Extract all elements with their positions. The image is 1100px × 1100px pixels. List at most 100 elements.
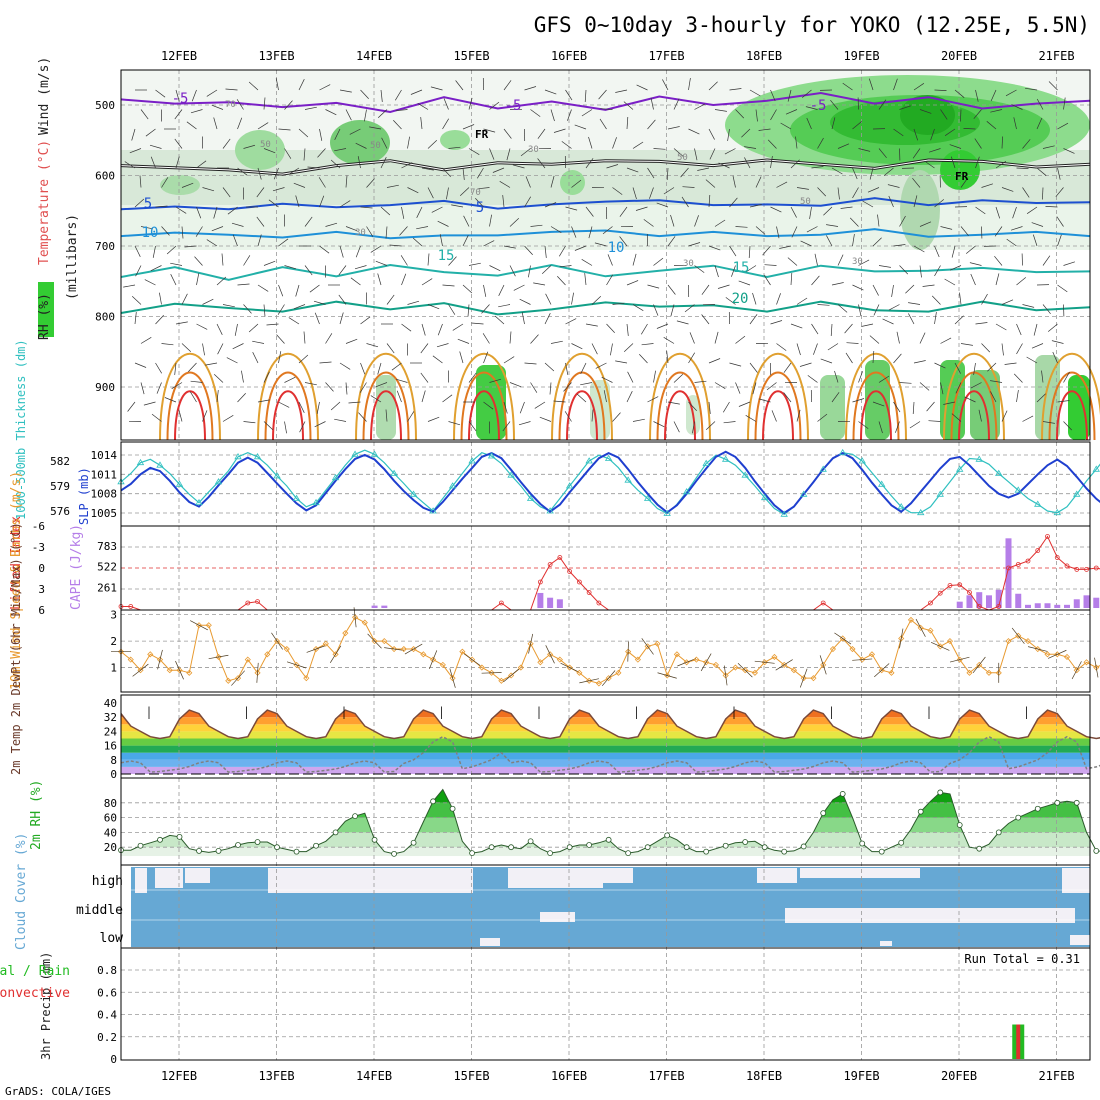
wind-speed-marker xyxy=(673,651,680,658)
wind-barb xyxy=(844,323,853,334)
surface-wind-barb xyxy=(175,660,184,680)
wind-barb xyxy=(1026,206,1038,214)
wind-speed-marker xyxy=(1044,651,1051,658)
thickness-marker xyxy=(351,450,359,457)
wind-barb xyxy=(852,121,863,130)
wind-barb xyxy=(211,226,224,232)
wind-barb xyxy=(714,331,719,344)
cape-bar xyxy=(1044,603,1051,608)
wind-barb xyxy=(806,226,818,233)
wind-barb xyxy=(1063,421,1073,431)
wind-barb xyxy=(814,253,818,266)
wind-barb xyxy=(503,356,515,364)
wind-barb xyxy=(127,401,136,412)
warm-isotherm-loop xyxy=(264,371,312,441)
wind-barb xyxy=(256,187,265,198)
wind-barb xyxy=(483,240,495,247)
wind-barb xyxy=(421,167,434,171)
wind-barb xyxy=(385,409,388,422)
wind-barb xyxy=(878,148,887,159)
rh-marker xyxy=(215,848,222,854)
date-tick-label-bottom: 20FEB xyxy=(941,1069,977,1083)
surface-wind-barb xyxy=(700,653,712,672)
wind-barb xyxy=(1048,81,1058,91)
wind-barb xyxy=(386,343,395,354)
wind-barb xyxy=(852,187,859,199)
wind-barb xyxy=(565,206,578,211)
rh-tick-label: 20 xyxy=(104,841,117,854)
cloud-cover-clear xyxy=(757,868,797,883)
date-tick-label-top: 14FEB xyxy=(356,49,392,63)
wind-speed-marker xyxy=(176,667,183,674)
thickness-marker xyxy=(682,488,691,495)
wind-barb xyxy=(380,157,387,169)
wind-barb xyxy=(912,177,921,188)
wind-barb xyxy=(576,393,587,403)
thickness-marker xyxy=(312,498,320,506)
wind-speed-marker xyxy=(703,659,710,666)
warm-isotherm-loop xyxy=(174,390,206,441)
wind-barb xyxy=(307,166,320,169)
wind-barb xyxy=(705,421,716,430)
wind-barb xyxy=(1063,97,1066,110)
wind-barb xyxy=(840,206,853,209)
thickness-marker xyxy=(585,457,593,464)
wind-barb xyxy=(762,245,771,256)
warm-isotherm-loop xyxy=(1048,371,1096,441)
wind-barb xyxy=(714,109,727,112)
rh-marker xyxy=(703,848,710,855)
isotherm-label: -5 xyxy=(810,98,827,114)
wind-barb xyxy=(697,167,710,171)
rh-marker xyxy=(1015,814,1022,821)
date-tick-label-top: 18FEB xyxy=(746,49,782,63)
wind-barb xyxy=(354,265,367,270)
wind-barb xyxy=(950,156,956,169)
wind-barb xyxy=(767,139,777,149)
surface-wind-barb xyxy=(449,668,456,688)
wind-barb xyxy=(530,334,539,344)
wind-barb xyxy=(708,128,715,140)
rh-marker xyxy=(820,810,827,817)
wind-barb xyxy=(550,226,562,233)
wind-barb xyxy=(188,362,197,373)
wind-barb xyxy=(194,256,203,266)
wind-barb xyxy=(817,137,824,149)
wind-barb xyxy=(766,382,777,391)
wind-barb xyxy=(174,109,183,120)
wind-barb xyxy=(234,323,238,336)
temperature-line xyxy=(120,709,1100,740)
isotherm-line xyxy=(120,197,1091,211)
wind-barb xyxy=(263,260,276,266)
wind-barb xyxy=(123,284,136,288)
warm-isotherm-loop xyxy=(852,371,900,441)
wind-barb xyxy=(887,184,900,188)
wind-speed-marker xyxy=(166,667,173,674)
wind-speed-marker xyxy=(888,669,895,676)
wind-barb xyxy=(330,401,341,411)
lifted-index-marker xyxy=(596,600,602,606)
wind-barb xyxy=(681,196,689,208)
wind-barb xyxy=(1036,117,1043,130)
wind-barb xyxy=(550,109,555,122)
wind-barb xyxy=(940,226,953,230)
wind-barb xyxy=(237,167,248,176)
thickness-marker xyxy=(643,494,652,501)
wind-barb xyxy=(701,284,710,295)
wind-barb xyxy=(345,382,348,395)
wind-barb xyxy=(421,390,426,403)
wind-speed-marker xyxy=(342,630,349,637)
date-tick-label-top: 20FEB xyxy=(941,49,977,63)
precip-legend-total: Total / Rain xyxy=(0,964,70,979)
wind-speed-marker xyxy=(361,619,368,626)
wind-barb xyxy=(896,331,900,344)
wind-barb xyxy=(303,148,306,161)
wind-barb xyxy=(858,148,871,152)
rh-contour-label: 70 xyxy=(225,100,236,110)
wind-barb xyxy=(483,351,489,364)
cloud-layer-label: low xyxy=(100,931,124,946)
precip-tick-label: 0.2 xyxy=(97,1031,117,1044)
lifted-index-marker xyxy=(820,600,826,606)
wind-barb xyxy=(468,372,477,383)
isotherm-label: 5 xyxy=(144,196,152,212)
wind-barb xyxy=(407,411,415,422)
